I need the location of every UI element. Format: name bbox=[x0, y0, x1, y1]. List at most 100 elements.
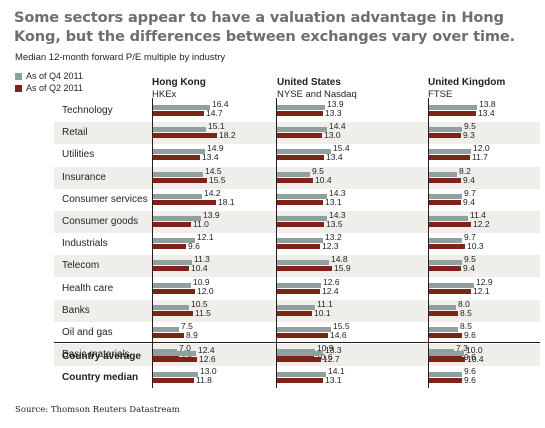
data-label: 14.9 bbox=[207, 143, 224, 154]
category-label-utilities: Utilities bbox=[62, 149, 95, 161]
data-label: 13.4 bbox=[326, 152, 343, 163]
bar-q2-country-median-hong-kong bbox=[152, 378, 194, 383]
legend-swatch-q4 bbox=[15, 72, 22, 80]
country-header-hong-kong: Hong Kong HKEx bbox=[152, 77, 206, 101]
data-label: 10.1 bbox=[314, 307, 331, 318]
chart-subtitle: Median 12-month forward P/E multiple by … bbox=[15, 52, 226, 63]
data-label: 13.0 bbox=[200, 366, 217, 376]
data-label: 12.3 bbox=[322, 241, 339, 252]
bar-q4-consumer-goods-hong-kong bbox=[152, 216, 201, 221]
data-label: 8.0 bbox=[458, 298, 470, 309]
summary-axis bbox=[428, 348, 429, 388]
category-label-consumer-goods: Consumer goods bbox=[62, 216, 139, 227]
summary-axis bbox=[152, 348, 153, 388]
data-label: 12.0 bbox=[473, 143, 490, 154]
bar-q2-health-care-hong-kong bbox=[152, 288, 195, 294]
data-label: 13.9 bbox=[203, 210, 220, 220]
legend-swatch-q2 bbox=[15, 84, 22, 92]
country-header-united-kingdom: United Kingdom FTSE bbox=[428, 77, 505, 101]
bar-q2-utilities-hong-kong bbox=[152, 155, 200, 161]
data-label: 18.2 bbox=[219, 130, 236, 141]
bar-q4-banks-united-states bbox=[276, 304, 315, 310]
category-label-retail: Retail bbox=[62, 127, 88, 139]
data-label: 10.3 bbox=[467, 241, 484, 252]
bar-q4-technology-hong-kong bbox=[152, 105, 210, 110]
bar-q2-technology-united-kingdom bbox=[428, 111, 476, 116]
bar-q2-health-care-united-states bbox=[276, 288, 320, 294]
bar-q4-consumer-services-united-states bbox=[276, 193, 327, 199]
data-label: 11.8 bbox=[196, 375, 212, 385]
country-header-united-states: United States NYSE and Nasdaq bbox=[277, 77, 357, 101]
data-label: 8.2 bbox=[459, 165, 471, 176]
category-axis bbox=[152, 98, 153, 367]
bar-q4-telecom-united-kingdom bbox=[428, 260, 462, 266]
data-label: 10.0 bbox=[466, 345, 483, 355]
data-label: 12.9 bbox=[476, 276, 493, 287]
data-label: 12.6 bbox=[199, 354, 216, 364]
legend-item-q4: As of Q4 2011 bbox=[15, 71, 83, 81]
bar-q2-industrials-hong-kong bbox=[152, 244, 186, 250]
category-label-oil-and-gas: Oil and gas bbox=[62, 327, 113, 338]
data-label: 13.4 bbox=[478, 108, 495, 118]
data-label: 14.1 bbox=[328, 366, 345, 376]
exchange-name: FTSE bbox=[428, 89, 453, 100]
data-label: 13.1 bbox=[325, 375, 342, 385]
data-label: 11.5 bbox=[195, 307, 211, 318]
bar-q4-consumer-goods-united-states bbox=[276, 216, 327, 221]
bar-q4-country-average-hong-kong bbox=[152, 351, 196, 356]
data-label: 15.5 bbox=[333, 321, 350, 331]
bar-q4-oil-and-gas-united-states bbox=[276, 327, 331, 332]
data-label: 11.0 bbox=[193, 219, 209, 229]
data-label: 11.7 bbox=[472, 152, 488, 163]
data-label: 11.4 bbox=[470, 210, 486, 220]
bar-q4-country-median-united-states bbox=[276, 372, 326, 377]
bar-q4-health-care-united-kingdom bbox=[428, 282, 474, 288]
legend-item-q2: As of Q2 2011 bbox=[15, 83, 83, 93]
data-label: 16.4 bbox=[212, 99, 229, 109]
data-label: 9.6 bbox=[188, 241, 200, 252]
bar-q2-telecom-united-kingdom bbox=[428, 266, 461, 272]
bar-q2-country-median-united-kingdom bbox=[428, 378, 462, 383]
category-axis bbox=[276, 98, 277, 367]
bar-q4-oil-and-gas-hong-kong bbox=[152, 327, 179, 332]
data-label: 7.5 bbox=[181, 321, 193, 331]
data-label: 18.1 bbox=[218, 196, 235, 207]
data-label: 12.7 bbox=[323, 354, 340, 364]
data-label: 9.4 bbox=[463, 174, 475, 185]
category-label-health-care: Health care bbox=[62, 282, 114, 294]
data-label: 9.6 bbox=[464, 366, 476, 376]
bar-q2-country-average-united-states bbox=[276, 357, 321, 362]
bar-q4-consumer-services-united-kingdom bbox=[428, 193, 462, 199]
bar-q4-retail-hong-kong bbox=[152, 127, 206, 133]
country-name: Hong Kong bbox=[152, 77, 206, 88]
country-name: United States bbox=[277, 77, 341, 88]
data-label: 10.9 bbox=[193, 276, 210, 287]
bar-q4-banks-hong-kong bbox=[152, 304, 189, 310]
data-label: 10.6 bbox=[316, 352, 333, 363]
bar-q4-country-average-united-states bbox=[276, 351, 323, 356]
bar-q2-industrials-united-kingdom bbox=[428, 244, 465, 250]
data-label: 13.9 bbox=[327, 99, 344, 109]
data-label: 14.4 bbox=[329, 121, 346, 132]
bar-q2-technology-hong-kong bbox=[152, 111, 204, 116]
bar-q4-oil-and-gas-united-kingdom bbox=[428, 327, 458, 332]
bar-q4-utilities-hong-kong bbox=[152, 149, 205, 155]
bar-q4-retail-united-states bbox=[276, 127, 327, 133]
data-label: 10.4 bbox=[467, 354, 484, 364]
category-label-country-average: Country average bbox=[62, 351, 141, 362]
bar-q2-consumer-services-united-kingdom bbox=[428, 199, 461, 205]
category-label-technology: Technology bbox=[62, 105, 113, 116]
data-label: 14.3 bbox=[329, 187, 346, 198]
category-axis bbox=[428, 98, 429, 367]
data-label: 8.5 bbox=[460, 321, 472, 331]
bar-q4-telecom-united-states bbox=[276, 260, 329, 266]
data-label: 12.1 bbox=[197, 232, 214, 243]
exchange-name: HKEx bbox=[152, 89, 177, 100]
data-label: 9.5 bbox=[464, 121, 476, 132]
data-label: 10.4 bbox=[315, 174, 332, 185]
data-label: 13.2 bbox=[325, 232, 342, 243]
data-label: 14.8 bbox=[331, 254, 348, 265]
bar-q4-technology-united-kingdom bbox=[428, 105, 477, 110]
bar-q2-insurance-united-kingdom bbox=[428, 177, 461, 183]
bar-q4-utilities-united-kingdom bbox=[428, 149, 471, 155]
